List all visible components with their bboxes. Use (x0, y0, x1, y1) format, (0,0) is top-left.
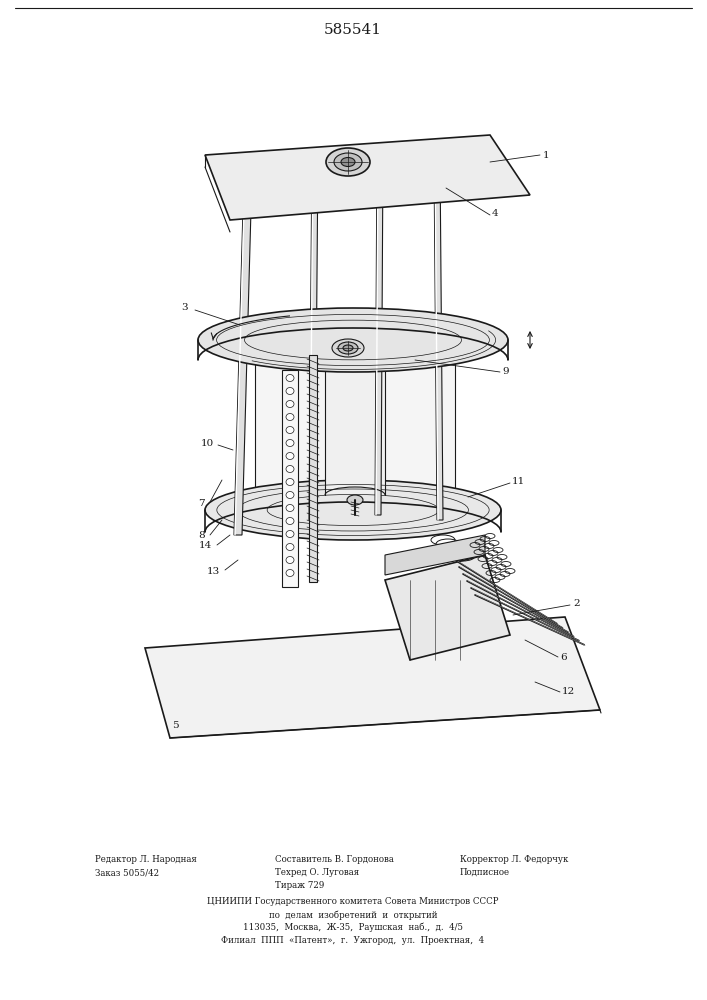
Polygon shape (234, 173, 252, 535)
Ellipse shape (347, 495, 363, 505)
Text: 12: 12 (562, 688, 575, 696)
Polygon shape (282, 370, 298, 587)
Text: Филиал  ППП  «Патент»,  г.  Ужгород,  ул.  Проектная,  4: Филиал ППП «Патент», г. Ужгород, ул. Про… (221, 936, 484, 945)
Polygon shape (385, 555, 510, 660)
Polygon shape (325, 360, 385, 495)
Ellipse shape (286, 530, 294, 538)
Ellipse shape (286, 504, 294, 512)
Text: 5: 5 (172, 720, 179, 730)
Ellipse shape (286, 466, 294, 473)
Ellipse shape (286, 440, 294, 446)
Text: 10: 10 (201, 438, 214, 448)
Ellipse shape (286, 414, 294, 420)
Text: 13: 13 (206, 568, 220, 576)
Polygon shape (255, 360, 455, 510)
Ellipse shape (198, 308, 508, 372)
Polygon shape (309, 355, 317, 582)
Text: Корректор Л. Федорчук: Корректор Л. Федорчук (460, 855, 568, 864)
Polygon shape (434, 158, 443, 520)
Text: 4: 4 (492, 209, 498, 218)
Polygon shape (309, 152, 318, 520)
Ellipse shape (286, 374, 294, 381)
Text: 3: 3 (182, 304, 188, 312)
Ellipse shape (205, 480, 501, 540)
Text: 1: 1 (543, 150, 549, 159)
Polygon shape (385, 535, 485, 575)
Ellipse shape (286, 518, 294, 524)
Ellipse shape (286, 544, 294, 550)
Polygon shape (375, 150, 383, 515)
Ellipse shape (286, 387, 294, 394)
Ellipse shape (286, 479, 294, 486)
Ellipse shape (338, 342, 358, 354)
Text: Подписное: Подписное (460, 868, 510, 877)
Ellipse shape (286, 570, 294, 576)
Text: Редактор Л. Народная: Редактор Л. Народная (95, 855, 197, 864)
Text: 2: 2 (573, 598, 580, 607)
Text: 8: 8 (199, 532, 205, 540)
Ellipse shape (341, 157, 355, 166)
Ellipse shape (286, 491, 294, 498)
Ellipse shape (343, 345, 353, 351)
Polygon shape (205, 135, 530, 220)
Text: 14: 14 (199, 542, 212, 550)
Text: 113035,  Москва,  Ж-35,  Раушская  наб.,  д.  4/5: 113035, Москва, Ж-35, Раушская наб., д. … (243, 923, 463, 932)
Text: 6: 6 (560, 654, 566, 662)
Ellipse shape (326, 148, 370, 176)
Ellipse shape (334, 153, 362, 171)
Ellipse shape (332, 339, 364, 357)
Text: 11: 11 (512, 477, 525, 486)
Text: Составитель В. Гордонова: Составитель В. Гордонова (275, 855, 394, 864)
Ellipse shape (286, 426, 294, 434)
Text: 585541: 585541 (324, 23, 382, 37)
Text: Тираж 729: Тираж 729 (275, 881, 325, 890)
Ellipse shape (286, 556, 294, 564)
Text: 7: 7 (199, 498, 205, 508)
Text: ЦНИИПИ Государственного комитета Совета Министров СССР: ЦНИИПИ Государственного комитета Совета … (207, 897, 498, 906)
Text: Техред О. Луговая: Техред О. Луговая (275, 868, 359, 877)
Ellipse shape (286, 400, 294, 408)
Polygon shape (145, 617, 600, 738)
Ellipse shape (286, 452, 294, 460)
Text: по  делам  изобретений  и  открытий: по делам изобретений и открытий (269, 910, 437, 920)
Text: 9: 9 (502, 366, 508, 375)
Text: Заказ 5055/42: Заказ 5055/42 (95, 869, 159, 878)
